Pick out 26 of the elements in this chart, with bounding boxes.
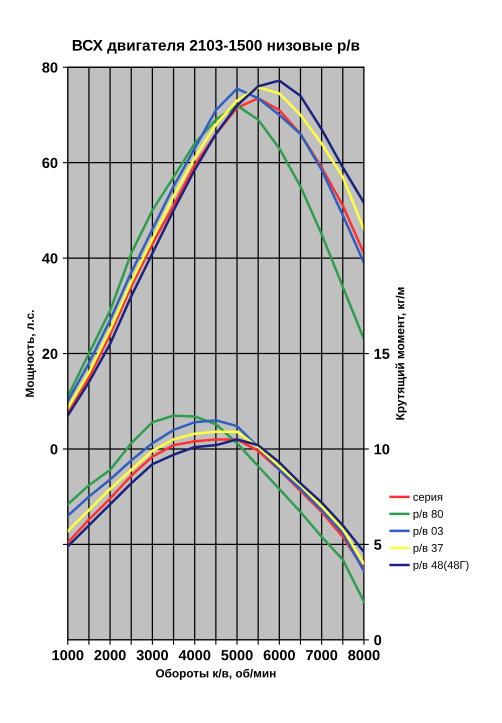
legend-label: р/в 03: [414, 526, 443, 538]
y-tick-label: 20: [42, 348, 58, 359]
legend-label: р/в 80: [414, 510, 444, 520]
x-tick-label: 6000: [264, 650, 295, 660]
x-tick-label: 8000: [348, 650, 380, 660]
x-tick-label: 2000: [94, 650, 126, 660]
legend-label: серия: [413, 494, 442, 504]
x-tick-label: 7000: [306, 650, 338, 660]
x-tick-label: 4000: [178, 650, 210, 660]
y2-axis-title: Крутящий момент, кг/м: [395, 287, 407, 420]
y2-tick-label: 0: [374, 634, 382, 646]
y2-tick-label: 10: [374, 444, 390, 454]
legend-label: р/в 48(48Г): [414, 560, 469, 572]
y2-tick-label: 5: [374, 540, 382, 550]
y-axis-title: Мощность, л.с.: [26, 310, 36, 397]
x-tick-label: 5000: [221, 650, 253, 660]
y-tick-label: 0: [50, 444, 58, 454]
y-tick-label: 40: [42, 253, 58, 264]
y-tick-label: 80: [42, 62, 58, 73]
x-axis-title: Обороты к/в, об/мин: [156, 668, 276, 680]
chart-title: ВСХ двигателя 2103-1500 низовые р/в: [72, 40, 360, 54]
y-tick-label: 60: [42, 158, 58, 168]
x-tick-label: 3000: [136, 650, 168, 660]
legend-label: р/в 37: [414, 544, 443, 554]
y2-tick-label: 15: [374, 348, 390, 359]
x-tick-label: 1000: [52, 650, 84, 660]
